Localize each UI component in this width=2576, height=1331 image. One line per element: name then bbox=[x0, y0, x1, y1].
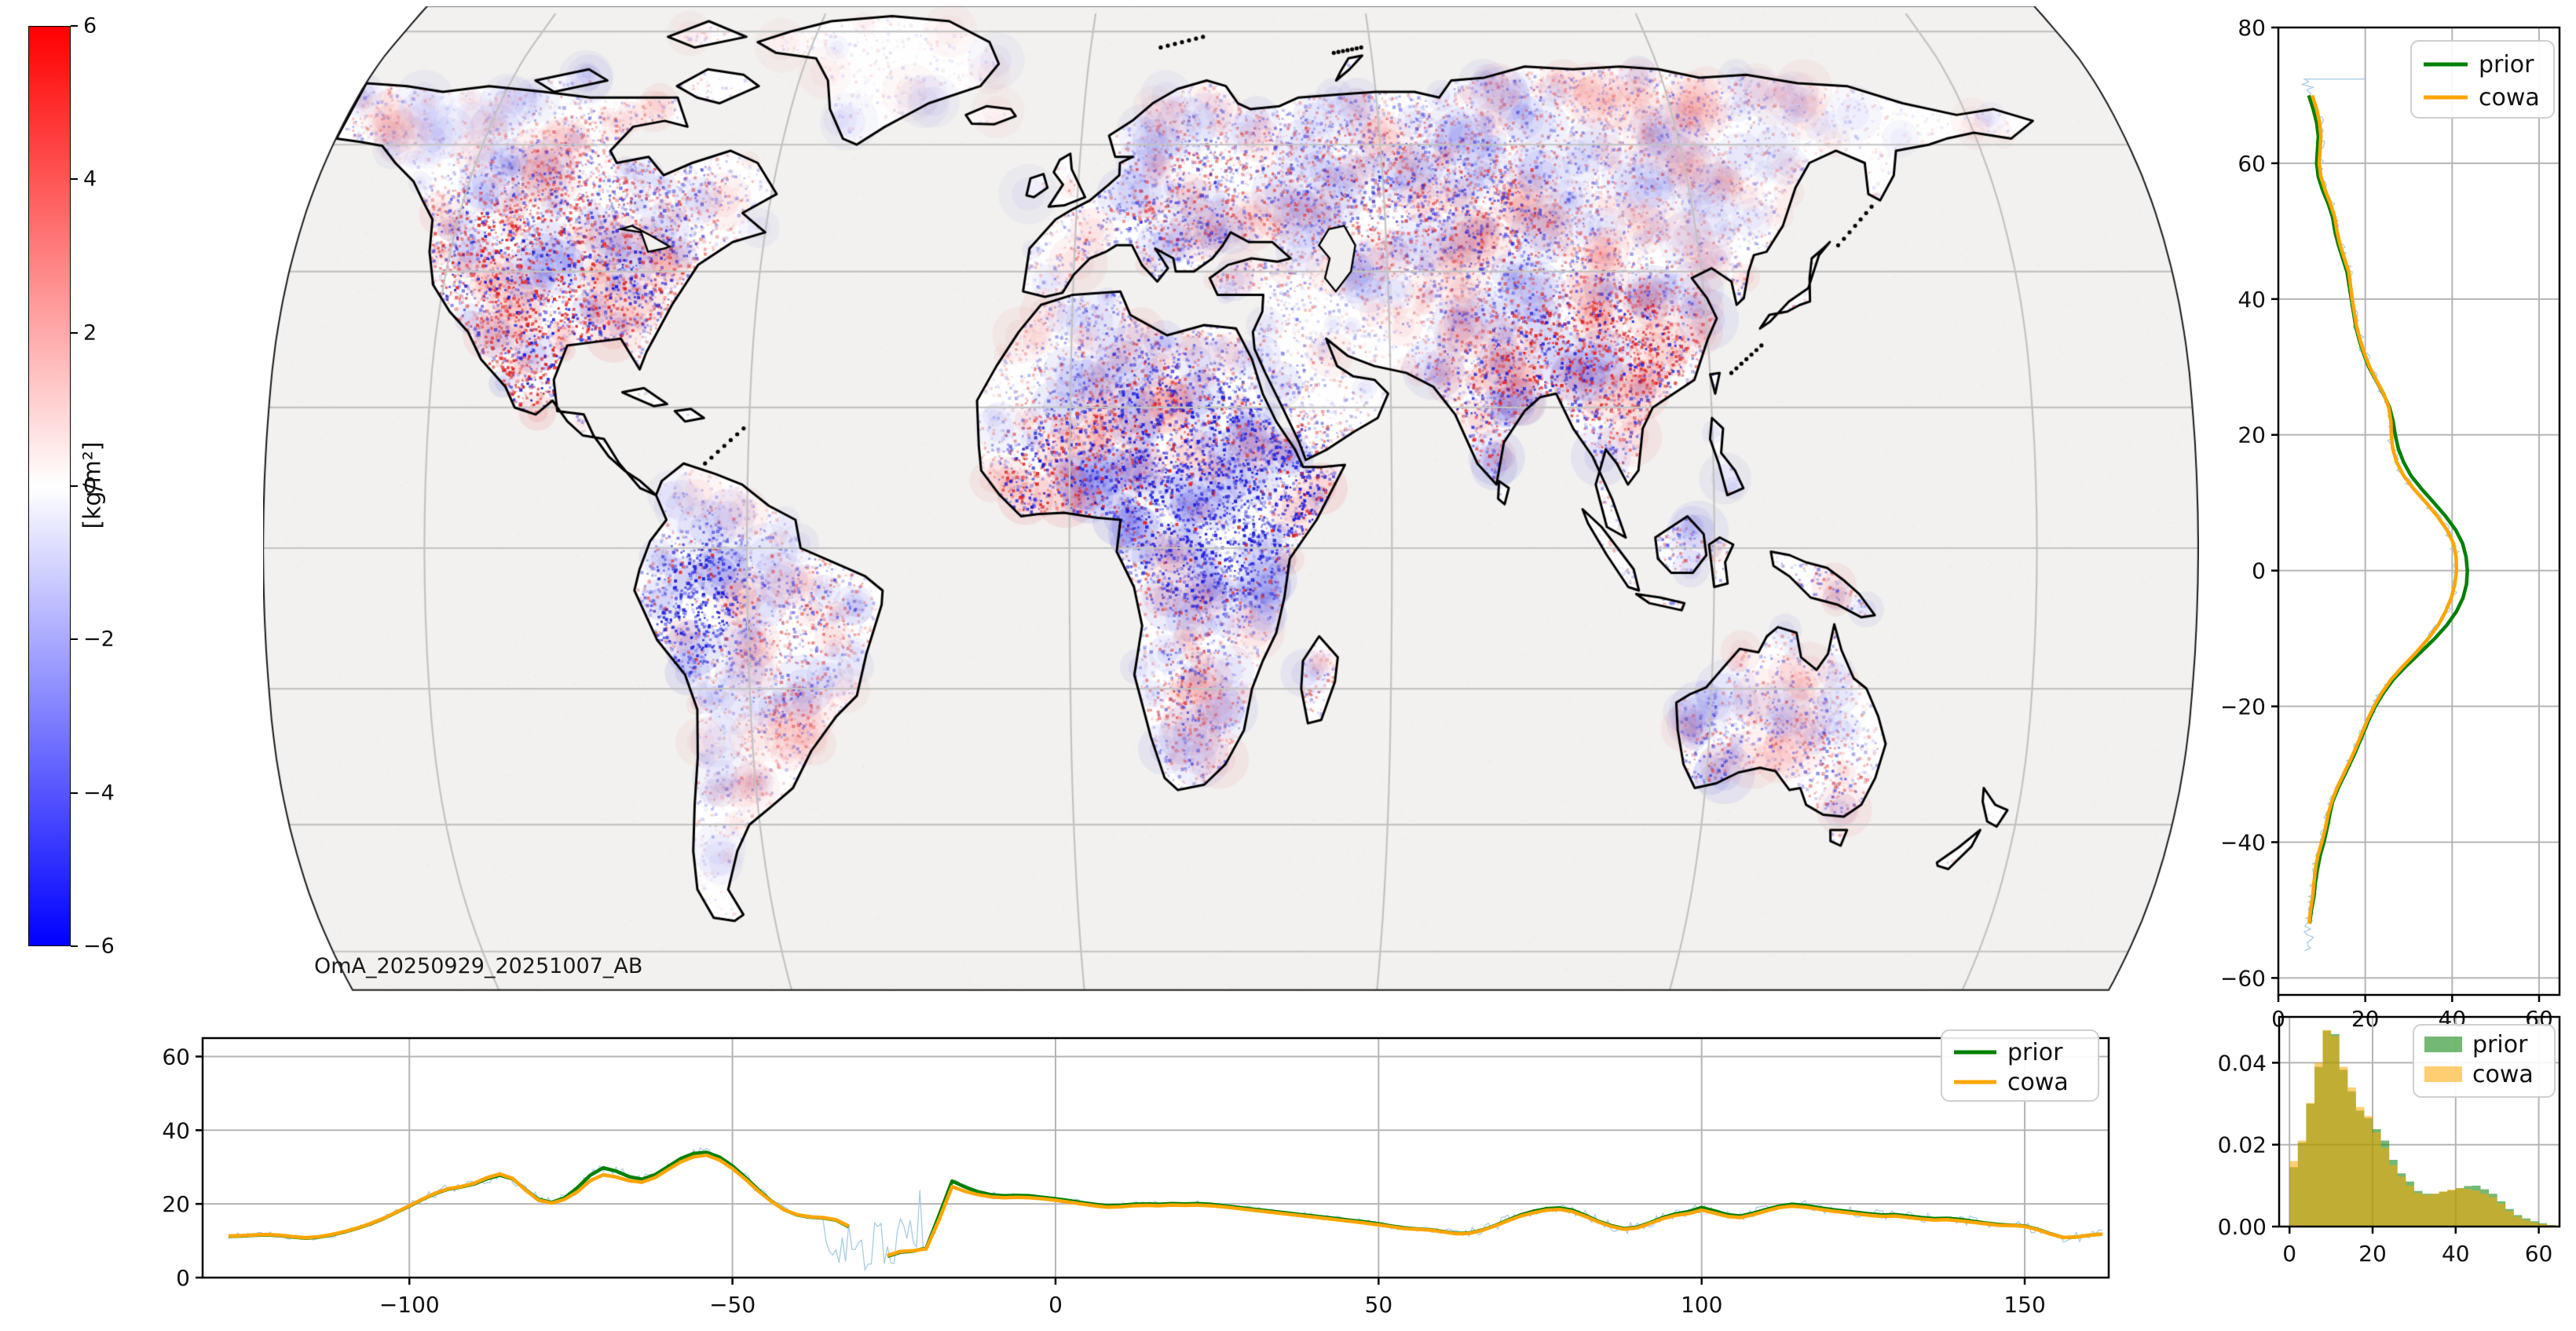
legend-cowa-swatch bbox=[2424, 1066, 2462, 1082]
colorbar-tick bbox=[71, 792, 78, 794]
axes-frame bbox=[201, 1037, 2110, 1279]
colorbar-tick bbox=[71, 331, 78, 334]
x-tick-label: 60 bbox=[2525, 1241, 2553, 1267]
y-tick-label: 40 bbox=[162, 1117, 190, 1143]
x-tick-label: 0 bbox=[1048, 1292, 1063, 1318]
y-tick-label: 0.04 bbox=[2218, 1050, 2267, 1076]
colorbar-tick-label: 0 bbox=[83, 474, 97, 499]
colorbar-tick-label: 4 bbox=[83, 166, 97, 192]
legend-cowa-label: cowa bbox=[2472, 1061, 2534, 1088]
x-tick-label: 40 bbox=[2442, 1241, 2470, 1267]
y-tick-label: 20 bbox=[2238, 422, 2266, 448]
colorbar-tick-label: 6 bbox=[83, 13, 97, 38]
x-tick-label: −100 bbox=[379, 1292, 440, 1318]
colorbar-tick bbox=[71, 178, 78, 181]
colorbar-tick bbox=[71, 25, 78, 27]
y-tick-label: 0.00 bbox=[2218, 1214, 2267, 1240]
axes-frame bbox=[2277, 26, 2561, 996]
y-tick-label: −40 bbox=[2223, 829, 2266, 855]
colorbar-tick-label: −2 bbox=[83, 627, 115, 652]
y-tick-label: −20 bbox=[2223, 694, 2266, 720]
legend-prior-label: prior bbox=[2472, 1031, 2528, 1059]
y-tick-label: 0.02 bbox=[2218, 1132, 2267, 1158]
colorbar-tick bbox=[71, 945, 78, 947]
legend-prior-label: prior bbox=[2007, 1039, 2063, 1066]
y-tick-label: −60 bbox=[2223, 965, 2266, 991]
colorbar-unit-label: [kg/m²] bbox=[79, 441, 107, 529]
x-tick-label: 50 bbox=[1365, 1292, 1393, 1318]
x-tick-label: 20 bbox=[2358, 1241, 2387, 1267]
colorbar-tick-label: 2 bbox=[83, 320, 97, 346]
cowa-histogram bbox=[2289, 1029, 2556, 1227]
x-tick-label: −50 bbox=[709, 1292, 756, 1318]
colorbar-tick-label: −4 bbox=[83, 781, 115, 806]
legend-cowa-label: cowa bbox=[2007, 1069, 2069, 1096]
y-tick-label: 40 bbox=[2238, 287, 2266, 313]
y-tick-label: 0 bbox=[176, 1265, 190, 1291]
y-tick-label: 0 bbox=[2252, 558, 2266, 584]
cowa-line bbox=[2307, 94, 2459, 924]
legend-cowa-label: cowa bbox=[2479, 84, 2540, 112]
colorbar-tick-label: −6 bbox=[83, 934, 115, 959]
longitude-profile-panel: 0 20 40 60 −100 −50 0 50 100 150 prior cowa bbox=[162, 1029, 2110, 1318]
legend-prior-swatch bbox=[2424, 1037, 2462, 1052]
colorbar-gradient bbox=[28, 26, 71, 946]
y-tick-label: 20 bbox=[162, 1191, 190, 1217]
axes-frame bbox=[2278, 1015, 2561, 1228]
x-tick-label: 150 bbox=[2003, 1292, 2045, 1318]
legend-prior-label: prior bbox=[2479, 51, 2534, 79]
y-tick-label: 80 bbox=[2238, 15, 2266, 41]
x-tick-label: 100 bbox=[1681, 1292, 1722, 1318]
y-tick-label: 60 bbox=[2238, 151, 2266, 177]
x-tick-label: 0 bbox=[2282, 1241, 2296, 1267]
cowa-line bbox=[228, 1153, 2102, 1257]
colorbar-tick bbox=[71, 485, 78, 487]
world-map-canvas bbox=[263, 6, 2199, 1004]
map-annotation: OmA_20250929_20251007_AB bbox=[314, 954, 643, 978]
y-tick-label: 60 bbox=[162, 1044, 190, 1070]
colorbar-tick bbox=[71, 638, 78, 641]
